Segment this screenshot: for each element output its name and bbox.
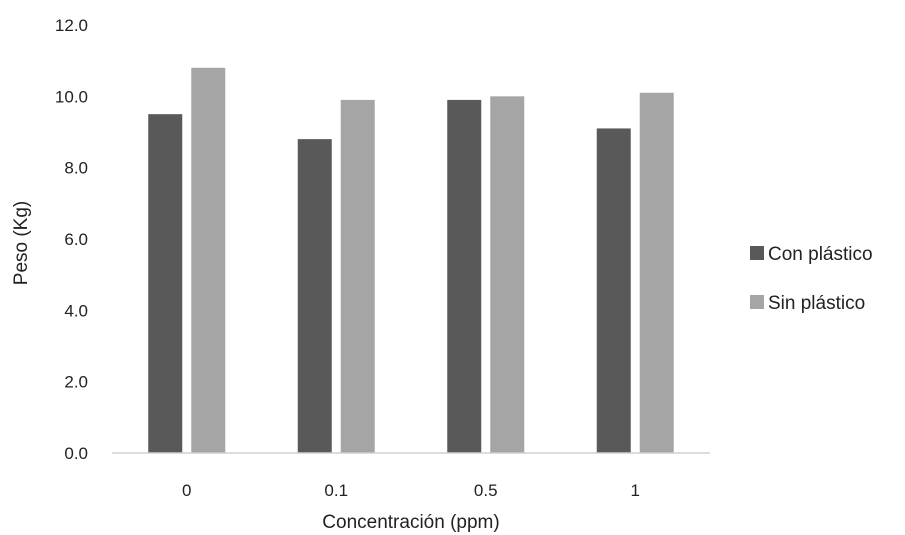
x-tick-label: 0.5 [474, 481, 498, 500]
bar-con-plastico [297, 139, 332, 453]
y-tick-label: 8.0 [64, 159, 88, 178]
legend-swatch [750, 246, 764, 260]
x-axis-ticks: 0 0.1 0.5 1 [182, 481, 640, 500]
bars [148, 67, 674, 454]
bar-sin-plastico [639, 92, 674, 454]
bar-con-plastico [447, 99, 482, 454]
x-tick-label: 1 [631, 481, 640, 500]
y-tick-label: 0.0 [64, 444, 88, 463]
bar-con-plastico [148, 114, 183, 454]
bar-con-plastico [596, 128, 631, 453]
x-tick-label: 0 [182, 481, 191, 500]
x-tick-label: 0.1 [324, 481, 348, 500]
y-tick-label: 2.0 [64, 373, 88, 392]
y-tick-label: 4.0 [64, 301, 88, 320]
bar-sin-plastico [191, 67, 226, 454]
legend-label: Sin plástico [768, 293, 865, 314]
x-axis-title: Concentración (ppm) [322, 512, 499, 533]
bar-sin-plastico [490, 96, 525, 453]
legend-label: Con plástico [768, 244, 873, 265]
y-axis-title: Peso (Kg) [11, 201, 32, 285]
y-axis-ticks: 0.0 2.0 4.0 6.0 8.0 10.0 12.0 [55, 16, 88, 463]
y-tick-label: 12.0 [55, 16, 88, 35]
bar-sin-plastico [340, 99, 375, 454]
legend-swatch [750, 295, 764, 309]
y-tick-label: 10.0 [55, 87, 88, 106]
legend: Con plástico Sin plástico [750, 244, 873, 314]
y-tick-label: 6.0 [64, 230, 88, 249]
